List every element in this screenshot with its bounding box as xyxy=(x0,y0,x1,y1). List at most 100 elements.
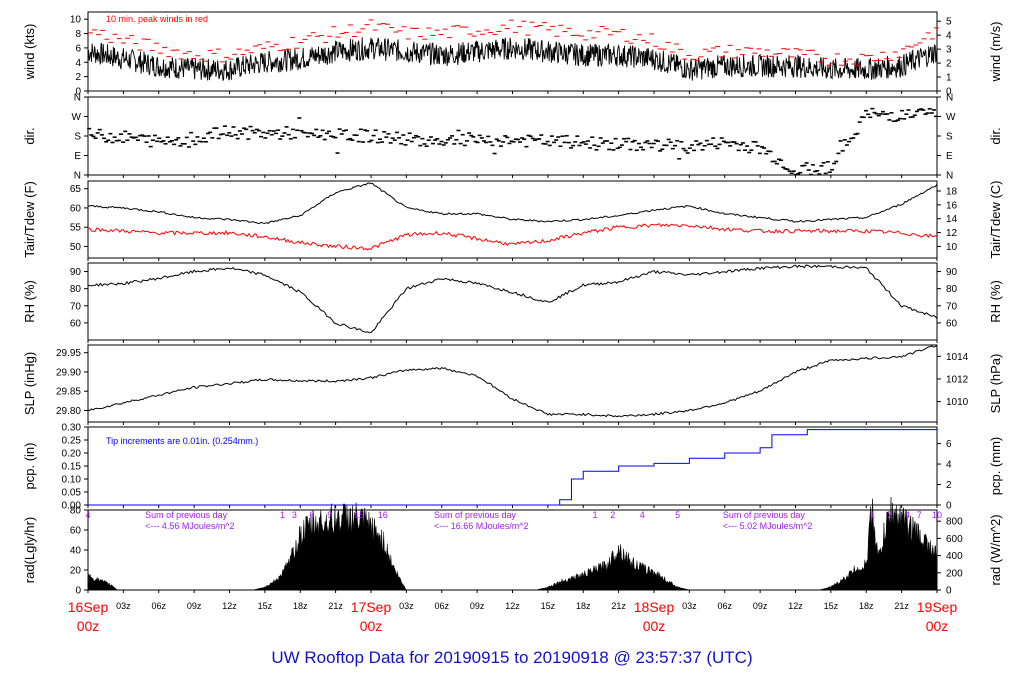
ytick-label-wind: 6 xyxy=(75,43,81,54)
xtick-label: 09z xyxy=(753,601,768,611)
ytick-right-label-pcp: 2 xyxy=(946,480,952,491)
series-line-tdew xyxy=(87,223,938,251)
radiation-hour-marker: 2 xyxy=(610,510,615,520)
xtick-label: 21z xyxy=(328,601,343,611)
ytick-right-label-rad: 800 xyxy=(946,517,963,528)
ytick-label-rh: 90 xyxy=(70,267,82,278)
ytick-right-label-temp: 16 xyxy=(946,200,958,211)
ytick-right-label-dir: S xyxy=(946,132,953,143)
xtick-label: 09z xyxy=(470,601,485,611)
radiation-hour-marker: 10 xyxy=(932,510,942,520)
radiation-hour-marker: 1 xyxy=(870,510,875,520)
ytick-label-temp: 60 xyxy=(70,203,82,214)
radiation-annotation: <--- 4.56 MJoules/m^2 xyxy=(145,521,235,531)
ytick-label-temp: 50 xyxy=(70,242,82,253)
radiation-annotation: <--- 5.02 MJoules/m^2 xyxy=(723,521,813,531)
ytick-label-pcp: 0.05 xyxy=(62,488,82,499)
ytick-label-wind: 4 xyxy=(75,58,81,69)
ytick-right-label-temp: 14 xyxy=(946,214,958,225)
ytick-label-rad: 20 xyxy=(70,566,82,577)
radiation-hour-marker: 6 xyxy=(310,510,315,520)
series-line-slp xyxy=(87,344,938,418)
ytick-label-rh: 80 xyxy=(70,284,82,295)
ytick-label-temp: 65 xyxy=(70,184,82,195)
ytick-right-label-slp: 1010 xyxy=(946,397,969,408)
ylabel-slp: SLP (inHg) xyxy=(22,352,37,415)
ylabel-wind: wind (kts) xyxy=(22,24,37,81)
radiation-hour-marker: 5 xyxy=(675,510,680,520)
ytick-label-rad: 40 xyxy=(70,546,82,557)
day-label-time: 00z xyxy=(77,618,100,634)
panel-frame-slp xyxy=(87,344,938,423)
ytick-right-label-wind: 0 xyxy=(946,87,952,98)
ytick-right-label-rh: 90 xyxy=(946,267,958,278)
ytick-right-label-slp: 1014 xyxy=(946,352,969,363)
radiation-hour-marker: 2 xyxy=(887,510,892,520)
day-label-time: 00z xyxy=(643,618,666,634)
ytick-right-label-slp: 1012 xyxy=(946,374,969,385)
series-line-wind xyxy=(87,37,938,82)
day-label-date: 19Sep xyxy=(917,599,958,615)
series-line-precipitation xyxy=(88,429,937,506)
xtick-label: 03z xyxy=(399,601,414,611)
ytick-label-rh: 70 xyxy=(70,301,82,312)
ytick-right-label-rad: 200 xyxy=(946,568,963,579)
xtick-label: 03z xyxy=(116,601,131,611)
day-label-time: 00z xyxy=(360,618,383,634)
ytick-right-label-temp: 10 xyxy=(946,242,958,253)
radiation-hour-marker: 16 xyxy=(378,510,388,520)
ytick-label-wind: 8 xyxy=(75,29,81,40)
ytick-label-pcp: 0.00 xyxy=(62,501,82,512)
ytick-label-rh: 60 xyxy=(70,318,82,329)
ylabel-right-temp: Tair/Tdew (C) xyxy=(988,180,1003,258)
radiation-hour-marker: 3 xyxy=(292,510,297,520)
radiation-hour-marker: 4 xyxy=(905,510,910,520)
ytick-label-temp: 55 xyxy=(70,223,82,234)
xtick-label: 12z xyxy=(505,601,520,611)
ytick-right-label-wind: 4 xyxy=(946,31,952,42)
ylabel-right-rad: rad (W/m^2) xyxy=(988,514,1003,585)
xtick-label: 21z xyxy=(894,601,909,611)
ytick-right-label-rad: 0 xyxy=(946,586,952,597)
ytick-right-label-rh: 70 xyxy=(946,301,958,312)
day-label-time: 00z xyxy=(926,618,949,634)
ytick-label-rad: 60 xyxy=(70,526,82,537)
radiation-annotation: <--- 16.66 MJoules/m^2 xyxy=(434,521,529,531)
ytick-label-slp: 29.90 xyxy=(56,367,81,378)
radiation-annotation: Sum of previous day xyxy=(434,510,517,520)
ytick-right-label-pcp: 4 xyxy=(946,460,952,471)
ytick-label-slp: 29.80 xyxy=(56,406,81,417)
radiation-hour-marker: 9 xyxy=(327,510,332,520)
xtick-label: 06z xyxy=(434,601,449,611)
ytick-label-wind: 2 xyxy=(75,72,81,83)
ylabel-rh: RH (%) xyxy=(22,280,37,323)
ytick-right-label-temp: 12 xyxy=(946,228,958,239)
ytick-label-slp: 29.85 xyxy=(56,387,81,398)
radiation-hour-marker: 15 xyxy=(354,510,364,520)
ytick-right-label-pcp: 6 xyxy=(946,439,952,450)
ytick-label-wind: 0 xyxy=(75,87,81,98)
ylabel-dir: dir. xyxy=(22,127,37,144)
series-area-radiation xyxy=(87,497,938,591)
xtick-label: 03z xyxy=(682,601,697,611)
ytick-right-label-rh: 60 xyxy=(946,318,958,329)
ylabel-right-slp: SLP (hPa) xyxy=(988,354,1003,414)
ytick-right-label-rad: 600 xyxy=(946,534,963,545)
ylabel-temp: Tair/Tdew (F) xyxy=(22,181,37,258)
radiation-annotation: Sum of previous day xyxy=(723,510,806,520)
ytick-right-label-dir: W xyxy=(946,112,956,123)
ytick-label-slp: 29.95 xyxy=(56,348,81,359)
day-label-date: 18Sep xyxy=(634,599,675,615)
ytick-label-pcp: 0.20 xyxy=(62,449,82,460)
ytick-label-rad: 80 xyxy=(70,506,82,517)
radiation-hour-marker: 4 xyxy=(85,510,90,520)
ytick-right-label-wind: 3 xyxy=(946,45,952,56)
series-line-tair xyxy=(87,182,938,224)
ytick-label-dir: N xyxy=(74,93,81,104)
radiation-hour-marker: 7 xyxy=(917,510,922,520)
xtick-label: 12z xyxy=(222,601,237,611)
ytick-right-label-temp: 18 xyxy=(946,186,958,197)
ytick-label-rad: 0 xyxy=(75,586,81,597)
ytick-right-label-dir: N xyxy=(946,93,953,104)
ylabel-right-wind: wind (m/s) xyxy=(988,22,1003,83)
